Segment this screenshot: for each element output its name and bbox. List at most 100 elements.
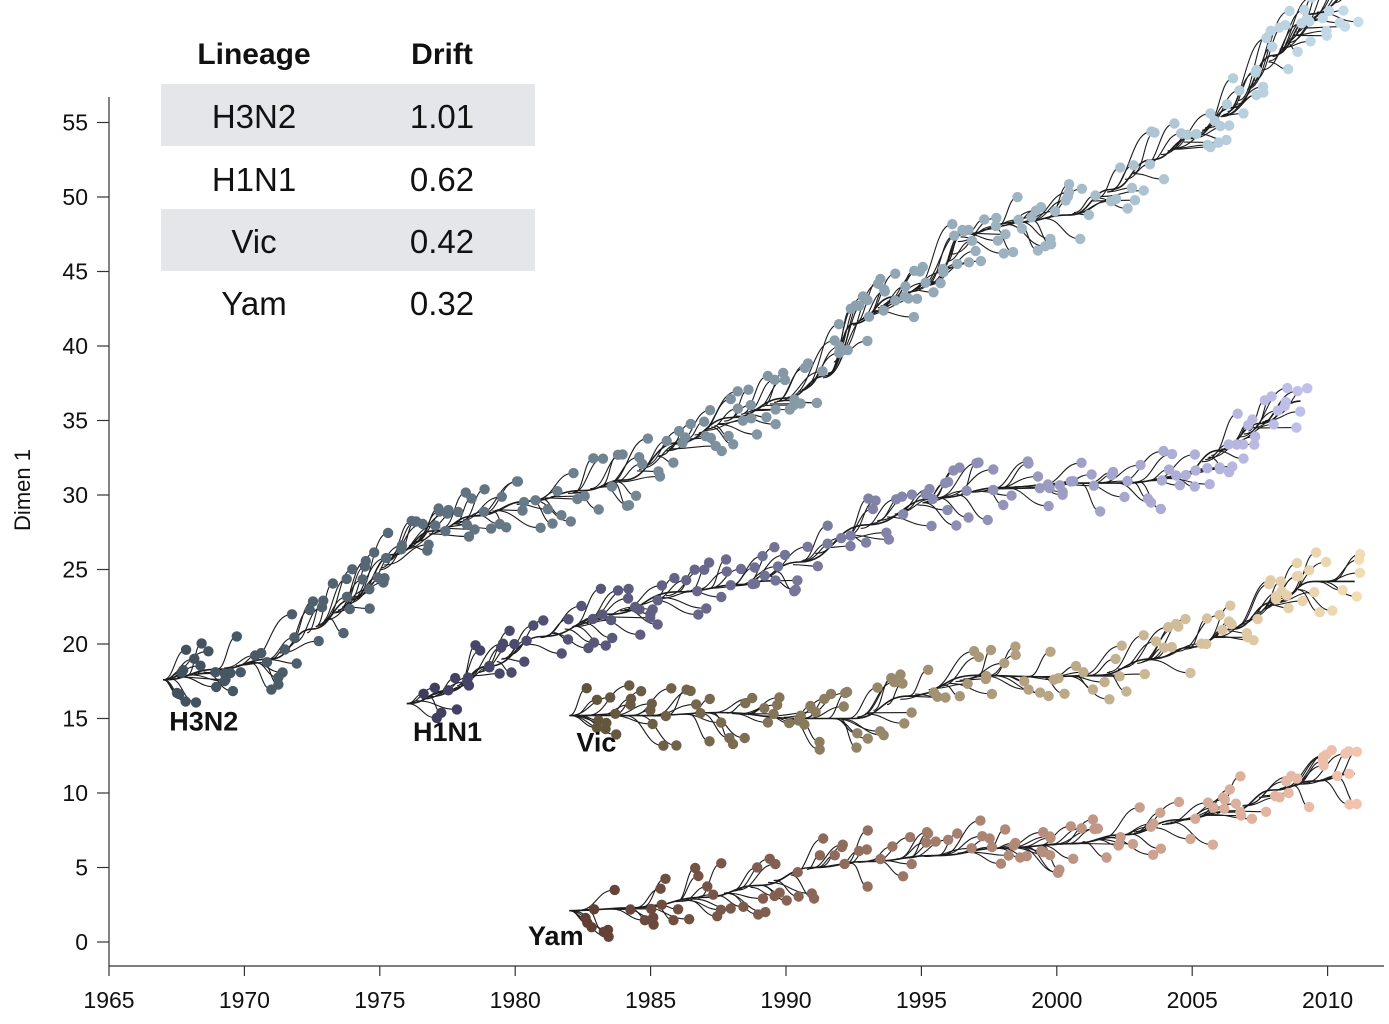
tip-point-vic	[624, 680, 635, 691]
drift-table-row-band	[161, 209, 535, 271]
tip-point-h3n2	[799, 362, 811, 374]
tip-point-h3n2	[723, 430, 734, 442]
tip-point-h1n1	[1106, 469, 1117, 481]
tip-point-h3n2	[588, 453, 599, 464]
tip-point-h3n2	[535, 522, 546, 533]
tip-point-h1n1	[600, 640, 611, 651]
tip-point-h3n2	[210, 667, 221, 678]
tip-point-h1n1	[1166, 448, 1178, 460]
tip-point-h1n1	[647, 604, 658, 615]
tip-point-vic	[1139, 668, 1151, 680]
tip-point-vic	[928, 687, 940, 698]
tip-point-h3n2	[1191, 128, 1202, 140]
tip-point-h3n2	[1012, 191, 1023, 203]
x-tick-label: 1995	[896, 987, 947, 1013]
tip-point-yam	[725, 903, 736, 914]
tip-point-vic	[784, 717, 795, 729]
tip-point-h3n2	[556, 510, 567, 521]
tip-point-h1n1	[595, 583, 607, 594]
tip-point-h3n2	[1238, 108, 1249, 119]
tip-point-yam	[904, 832, 916, 843]
tip-point-h1n1	[860, 537, 872, 548]
tip-point-vic	[1217, 624, 1228, 636]
branch-h3n2	[1310, 0, 1333, 19]
tip-point-h3n2	[1063, 179, 1075, 190]
tip-point-vic	[691, 699, 702, 710]
tip-point-h3n2	[817, 366, 828, 377]
tip-point-h3n2	[769, 374, 780, 385]
tip-point-vic	[1043, 690, 1054, 702]
tip-point-yam	[966, 843, 977, 854]
tip-point-h1n1	[1068, 476, 1079, 487]
tip-point-h3n2	[1045, 239, 1057, 250]
tip-point-vic	[1310, 547, 1322, 558]
tip-point-h3n2	[1076, 183, 1088, 194]
tip-point-h3n2	[195, 660, 206, 671]
tip-point-h3n2	[382, 527, 394, 539]
tip-point-yam	[1008, 840, 1019, 851]
tip-point-h1n1	[891, 494, 902, 505]
tip-point-h3n2	[698, 416, 710, 427]
tip-point-yam	[1344, 768, 1355, 779]
tip-point-h3n2	[347, 564, 358, 575]
tip-point-vic	[906, 707, 917, 718]
tip-point-h1n1	[656, 580, 668, 591]
tip-point-h3n2	[291, 658, 302, 669]
tip-point-h3n2	[478, 506, 490, 517]
branch-h3n2	[668, 445, 716, 450]
tip-point-vic	[1180, 613, 1191, 625]
tip-point-h3n2	[937, 263, 949, 275]
tip-point-vic	[660, 710, 671, 722]
y-tick-label: 20	[62, 631, 88, 657]
tip-point-h1n1	[963, 512, 974, 523]
tip-point-h1n1	[1214, 462, 1225, 473]
tip-point-h1n1	[1158, 445, 1169, 457]
tip-point-vic	[1214, 609, 1225, 621]
tip-point-vic	[1150, 636, 1162, 647]
tip-point-h1n1	[867, 503, 879, 515]
tip-point-h3n2	[1299, 4, 1310, 16]
tip-point-h3n2	[380, 552, 392, 564]
tip-point-vic	[1166, 641, 1177, 653]
tip-point-h1n1	[779, 549, 791, 561]
tip-point-h3n2	[732, 386, 743, 397]
tip-point-yam	[1147, 849, 1159, 860]
tip-point-yam	[921, 837, 932, 848]
branch-h3n2	[1333, 0, 1342, 4]
tip-point-yam	[693, 870, 704, 882]
branch-vic	[1122, 626, 1169, 669]
tip-point-vic	[671, 740, 682, 751]
tip-point-h3n2	[842, 344, 853, 356]
tip-point-yam	[1115, 832, 1126, 843]
tip-point-h1n1	[443, 685, 454, 696]
tip-point-yam	[1260, 806, 1272, 817]
tip-point-h1n1	[623, 583, 634, 595]
tip-point-h1n1	[906, 489, 918, 500]
tip-point-h1n1	[988, 464, 999, 475]
tip-point-h3n2	[795, 398, 806, 409]
tip-point-yam	[1291, 773, 1303, 784]
drift-table-value-h1n1: 0.62	[410, 161, 474, 198]
tip-point-yam	[602, 924, 614, 936]
tip-point-h1n1	[587, 613, 599, 625]
tip-point-h3n2	[542, 504, 553, 515]
tip-point-h3n2	[289, 632, 300, 643]
tip-point-vic	[1114, 671, 1125, 682]
tip-point-vic	[1018, 676, 1030, 687]
tip-point-vic	[1116, 640, 1127, 651]
tip-point-h1n1	[1231, 439, 1242, 450]
tip-point-yam	[995, 858, 1007, 869]
tip-point-h3n2	[634, 452, 645, 463]
tip-point-yam	[1246, 813, 1258, 824]
tip-point-h3n2	[211, 681, 222, 693]
tip-point-h3n2	[704, 405, 716, 416]
tip-point-vic	[1138, 630, 1149, 641]
tip-point-h3n2	[1307, 0, 1317, 3]
tip-point-yam	[1235, 806, 1246, 818]
tip-point-vic	[605, 692, 616, 703]
tip-point-vic	[1304, 565, 1315, 576]
tip-point-vic	[1281, 590, 1293, 601]
tip-point-h1n1	[1155, 503, 1167, 515]
tip-point-vic	[1293, 571, 1304, 582]
branch-h3n2	[1262, 22, 1302, 71]
